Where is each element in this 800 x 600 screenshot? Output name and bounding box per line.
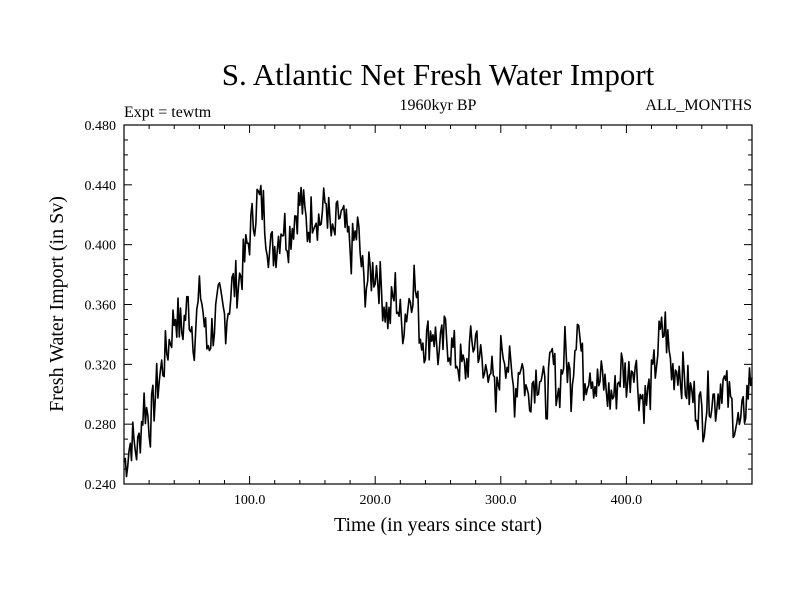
experiment-label: Expt = tewtm [124, 104, 212, 121]
chart-title: S. Atlantic Net Fresh Water Import [222, 57, 655, 92]
y-tick-label: 0.240 [85, 478, 117, 493]
y-tick-label: 0.400 [85, 239, 117, 254]
y-tick-label: 0.320 [85, 358, 117, 373]
x-tick-label: 400.0 [611, 493, 643, 508]
x-tick-label: 300.0 [485, 493, 517, 508]
data-series-line [123, 184, 753, 478]
y-tick-label: 0.360 [85, 299, 117, 314]
x-axis-label: Time (in years since start) [334, 514, 542, 536]
y-tick-label: 0.440 [85, 179, 117, 194]
months-label: ALL_MONTHS [645, 97, 752, 114]
y-tick-label: 0.480 [85, 119, 117, 134]
y-tick-label: 0.280 [85, 418, 117, 433]
y-axis-label: Fresh Water Import (in Sv) [46, 196, 68, 412]
x-tick-label: 200.0 [359, 493, 391, 508]
chart-subtitle: 1960kyr BP [400, 97, 477, 114]
x-tick-label: 100.0 [234, 493, 266, 508]
plot-frame [123, 124, 753, 485]
